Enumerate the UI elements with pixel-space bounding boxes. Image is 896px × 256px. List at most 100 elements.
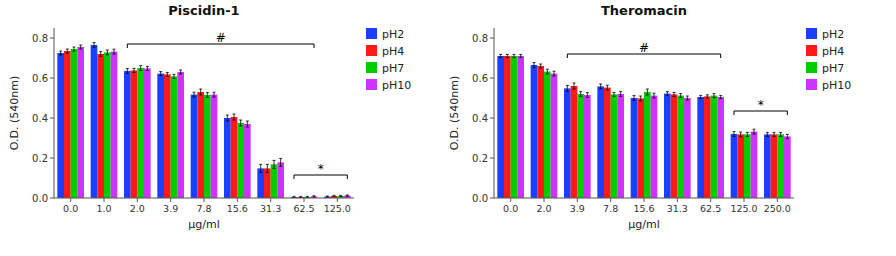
- error-bar-cap: [133, 68, 136, 69]
- error-bar-stem: [547, 69, 548, 74]
- bar: [617, 94, 624, 198]
- x-tick-label: 125.0: [730, 203, 757, 214]
- bar: [497, 56, 504, 198]
- error-bar-cap: [113, 49, 116, 50]
- legend-label: pH7: [382, 62, 404, 75]
- bar: [177, 72, 184, 198]
- error-bar-cap: [746, 132, 749, 133]
- error-bar-cap: [199, 89, 202, 90]
- x-tick: [677, 198, 678, 202]
- error-bar: [579, 92, 582, 97]
- x-tick-label: 125.0: [324, 203, 351, 214]
- error-bar-cap: [686, 96, 689, 97]
- error-bar-cap: [713, 97, 716, 98]
- error-bar-cap: [519, 54, 522, 55]
- y-tick: [50, 198, 54, 199]
- error-bar-stem: [60, 51, 61, 55]
- error-bar-stem: [334, 195, 335, 196]
- error-bar-cap: [706, 98, 709, 99]
- y-tick-label: 0.2: [472, 153, 488, 164]
- bar: [604, 88, 611, 198]
- y-tick: [50, 158, 54, 159]
- bar: [57, 53, 64, 198]
- error-bar: [66, 49, 69, 53]
- y-tick-label: 0.2: [32, 153, 48, 164]
- error-bar: [653, 93, 656, 98]
- error-bar-cap: [533, 67, 536, 68]
- error-bar-cap: [753, 129, 756, 130]
- error-bar-stem: [294, 196, 295, 197]
- y-tick: [490, 198, 494, 199]
- x-tick-label: 31.3: [260, 203, 281, 214]
- error-bar-cap: [653, 93, 656, 94]
- error-bar: [206, 93, 209, 98]
- error-bar: [539, 64, 542, 68]
- error-bar-cap: [66, 53, 69, 54]
- x-tick-label: 1.0: [96, 203, 111, 214]
- error-bar: [646, 89, 649, 95]
- bar: [97, 54, 104, 198]
- bar: [91, 45, 98, 198]
- x-tick-label: 3.9: [570, 203, 585, 214]
- x-axis-label: μg/ml: [188, 218, 219, 231]
- legend-label: pH4: [822, 45, 844, 58]
- x-tick-label: 0.0: [63, 203, 78, 214]
- error-bar: [746, 132, 749, 136]
- error-bar-cap: [233, 114, 236, 115]
- error-bar-stem: [134, 68, 135, 72]
- x-tick-label: 15.6: [633, 203, 654, 214]
- error-bar: [79, 45, 82, 49]
- bar: [64, 51, 71, 198]
- y-axis-line: [54, 28, 55, 198]
- error-bar: [639, 96, 642, 101]
- error-bar-stem: [514, 54, 515, 57]
- error-bar: [106, 50, 109, 55]
- legend-swatch: [366, 28, 377, 39]
- error-bar-stem: [160, 72, 161, 76]
- error-bar: [766, 132, 769, 136]
- error-bar-stem: [580, 92, 581, 97]
- bar: [131, 70, 138, 198]
- bar: [244, 124, 251, 198]
- error-bar-cap: [346, 195, 349, 196]
- error-bar-cap: [773, 136, 776, 137]
- legend: pH2pH4pH7pH10: [366, 28, 411, 92]
- error-bar-cap: [633, 100, 636, 101]
- error-bar-stem: [520, 54, 521, 57]
- error-bar-cap: [506, 54, 509, 55]
- error-bar-stem: [607, 85, 608, 90]
- x-tick: [304, 198, 305, 202]
- legend-swatch: [366, 62, 377, 73]
- error-bar: [113, 49, 116, 54]
- bar: [637, 98, 644, 198]
- error-bar: [773, 132, 776, 136]
- error-bar-cap: [293, 196, 296, 197]
- bar: [517, 56, 524, 198]
- x-tick: [777, 198, 778, 202]
- bar: [171, 76, 178, 198]
- error-bar-stem: [680, 94, 681, 98]
- bar: [704, 96, 711, 198]
- y-tick-label: 0.0: [472, 193, 488, 204]
- error-bar-cap: [179, 74, 182, 75]
- bars: [497, 54, 790, 198]
- error-bar-cap: [126, 68, 129, 69]
- error-bar: [606, 85, 609, 90]
- error-bar: [713, 94, 716, 98]
- error-bar: [519, 54, 522, 57]
- error-bar-stem: [107, 50, 108, 55]
- error-bar-cap: [93, 42, 96, 43]
- error-bar-cap: [173, 78, 176, 79]
- error-bar: [293, 196, 296, 197]
- error-bar-cap: [79, 45, 82, 46]
- error-bar-cap: [546, 69, 549, 70]
- error-bar: [99, 52, 102, 57]
- error-bar-cap: [673, 92, 676, 93]
- error-bar: [666, 92, 669, 96]
- error-bar-stem: [707, 95, 708, 98]
- error-bar-cap: [299, 196, 302, 197]
- error-bar-cap: [779, 132, 782, 133]
- error-bar: [673, 92, 676, 96]
- error-bar-cap: [786, 134, 789, 135]
- error-bar-stem: [600, 84, 601, 89]
